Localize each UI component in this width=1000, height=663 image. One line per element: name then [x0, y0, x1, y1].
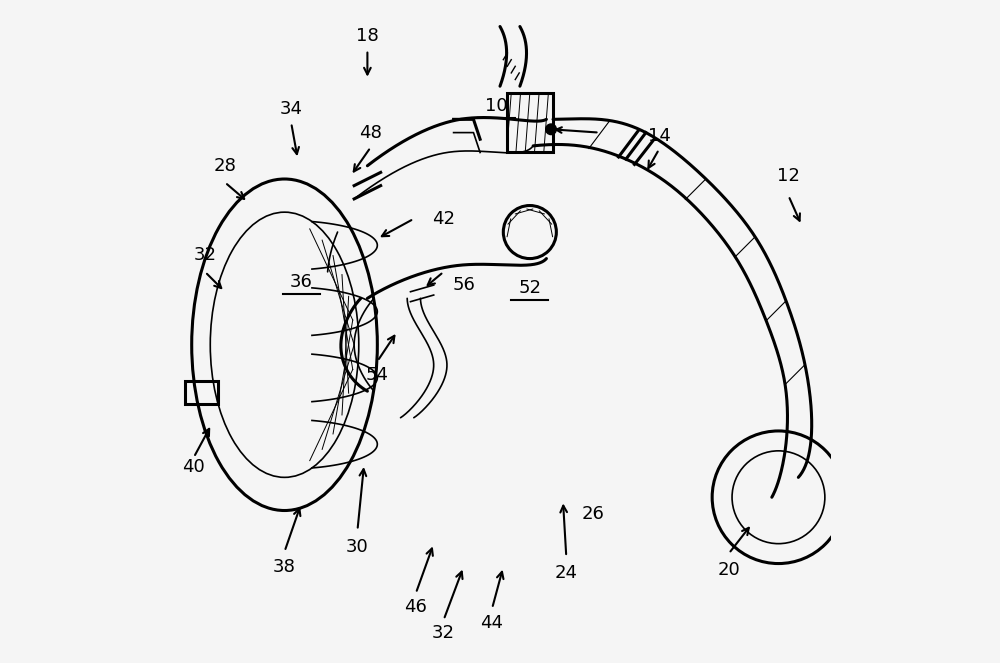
Text: 48: 48 — [359, 123, 382, 142]
Text: 32: 32 — [432, 624, 455, 642]
Text: 12: 12 — [777, 166, 800, 185]
Text: 34: 34 — [280, 100, 303, 119]
Text: 14: 14 — [648, 127, 671, 145]
Text: 30: 30 — [346, 538, 369, 556]
Circle shape — [546, 124, 556, 135]
Text: 38: 38 — [273, 558, 296, 576]
Text: 46: 46 — [404, 597, 427, 616]
Text: 20: 20 — [717, 561, 740, 579]
Text: 44: 44 — [481, 614, 504, 633]
Text: 56: 56 — [452, 276, 475, 294]
Text: 24: 24 — [555, 564, 578, 583]
Text: 54: 54 — [366, 365, 389, 384]
Text: 52: 52 — [518, 279, 541, 298]
Text: 42: 42 — [432, 210, 455, 228]
Text: 26: 26 — [581, 505, 604, 523]
Text: 28: 28 — [213, 156, 236, 175]
Text: 10: 10 — [485, 97, 508, 115]
Text: 18: 18 — [356, 27, 379, 46]
Bar — [185, 381, 218, 404]
Text: 32: 32 — [193, 246, 216, 265]
Text: 36: 36 — [290, 272, 313, 291]
Text: 40: 40 — [182, 458, 205, 477]
Bar — [507, 93, 553, 152]
